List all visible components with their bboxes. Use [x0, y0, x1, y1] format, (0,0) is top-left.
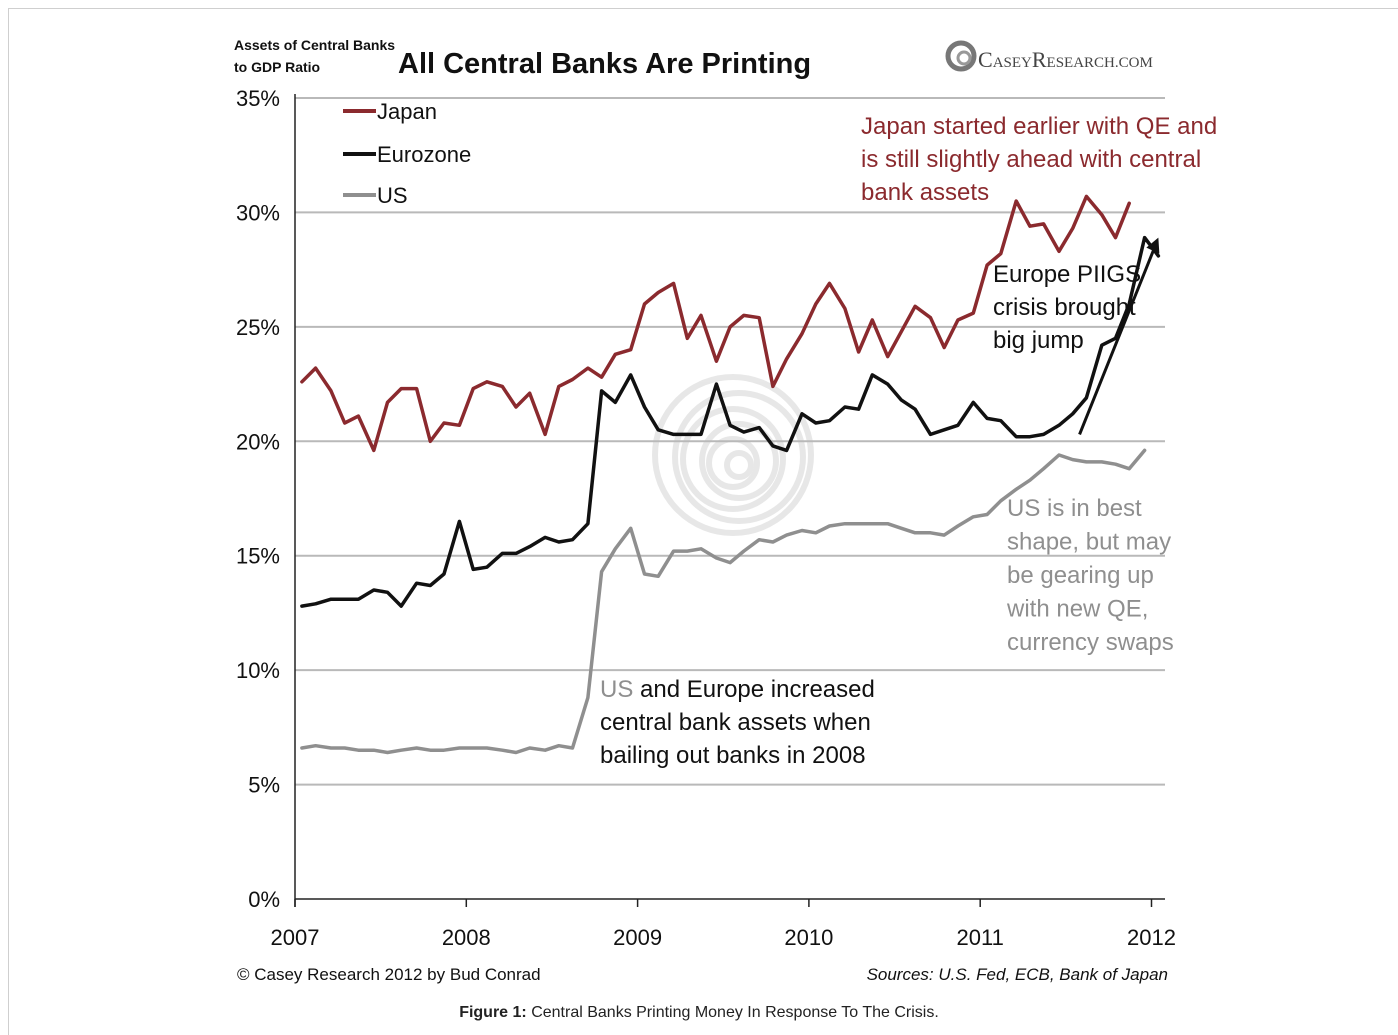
chart-title: All Central Banks Are Printing: [398, 48, 811, 80]
series-line-eurozone: [300, 235, 1161, 608]
sources-text: Sources: U.S. Fed, ECB, Bank of Japan: [867, 965, 1168, 984]
us-note-line: currency swaps: [1007, 629, 1174, 656]
legend-label-japan: Japan: [377, 99, 437, 124]
watermark-logo: [652, 374, 814, 536]
watermark-ring: [706, 436, 760, 490]
legend-label-us: US: [377, 183, 408, 208]
watermark-ring: [672, 390, 806, 524]
europe-note-line: Europe PIIGS: [993, 261, 1141, 288]
logo-text-part: C: [978, 47, 993, 72]
copyright-text: © Casey Research 2012 by Bud Conrad: [237, 965, 541, 984]
watermark-ring: [680, 406, 786, 512]
x-tick-label: 2011: [957, 925, 1004, 950]
y-axis-title-line1: Assets of Central Banks: [234, 37, 395, 53]
watermark-ring: [699, 421, 779, 501]
y-axis-title-line2: to GDP Ratio: [234, 59, 320, 75]
logo-text-part: R: [1032, 47, 1047, 72]
logo-text-part: .COM: [1115, 55, 1153, 71]
arrow-shaft: [1078, 245, 1157, 435]
x-tick-label: 2012: [1127, 925, 1176, 950]
japan-note-line: Japan started earlier with QE and: [861, 113, 1217, 140]
bailout-note-line: central bank assets when: [600, 709, 871, 736]
europe-note-line: big jump: [993, 327, 1084, 354]
europe-note-line: crisis brought: [993, 294, 1136, 321]
casey-logo-icon-inner: [956, 50, 972, 66]
y-tick-label: 30%: [236, 200, 280, 225]
x-tick-label: 2008: [442, 925, 491, 950]
figure-frame: [8, 8, 1398, 1035]
y-tick-label: 25%: [236, 315, 280, 340]
y-tick-label: 5%: [248, 773, 280, 798]
x-tick-label: 2010: [784, 925, 833, 950]
x-tick-label: 2007: [271, 925, 320, 950]
y-tick-label: 20%: [236, 429, 280, 454]
legend-label-eurozone: Eurozone: [377, 142, 471, 167]
series-line-us: [300, 448, 1147, 755]
caption-label: Figure 1:: [459, 1004, 527, 1021]
us-note-line: US is in best: [1007, 495, 1142, 522]
us-note-line: with new QE,: [1006, 596, 1148, 623]
casey-logo-icon: [945, 40, 977, 72]
watermark-ring: [652, 374, 814, 536]
annotation-rest: and Europe increased: [633, 676, 875, 703]
bailout-note-line: bailing out banks in 2008: [600, 742, 866, 769]
series-line-japan: [300, 194, 1131, 453]
y-tick-label: 15%: [236, 544, 280, 569]
us-note-line: be gearing up: [1007, 562, 1154, 589]
casey-logo-text: CASEYRESEARCH.COM: [978, 47, 1153, 72]
arrow-head: [1146, 237, 1160, 254]
caption-text: Central Banks Printing Money In Response…: [526, 1004, 939, 1021]
bailout-note-line: US and Europe increased: [600, 676, 875, 703]
logo-text-part: ASEY: [993, 55, 1032, 71]
y-tick-label: 35%: [236, 86, 280, 111]
y-tick-label: 0%: [248, 887, 280, 912]
us-note-line: shape, but may: [1007, 529, 1171, 556]
annotation-prefix: US: [600, 676, 633, 703]
watermark-ring: [724, 450, 754, 480]
x-tick-label: 2009: [613, 925, 662, 950]
y-tick-label: 10%: [236, 658, 280, 683]
logo-text-part: ESEARCH: [1047, 55, 1116, 71]
japan-note-line: bank assets: [861, 179, 989, 206]
figure-caption: Figure 1: Central Banks Printing Money I…: [0, 1004, 1398, 1022]
japan-note-line: is still slightly ahead with central: [861, 146, 1201, 173]
